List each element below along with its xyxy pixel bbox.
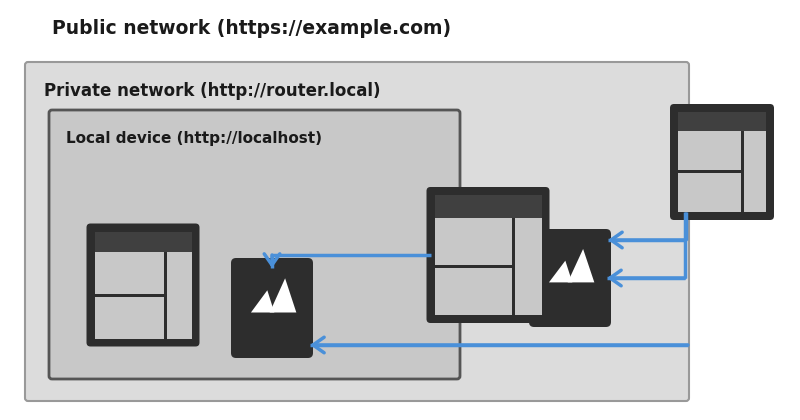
Polygon shape [270, 278, 296, 312]
Polygon shape [251, 290, 274, 312]
Bar [434, 218, 511, 265]
Text: Private network (http://router.local): Private network (http://router.local) [44, 82, 381, 100]
Bar [94, 231, 191, 252]
FancyBboxPatch shape [86, 223, 199, 346]
Polygon shape [549, 261, 572, 282]
FancyBboxPatch shape [529, 229, 611, 327]
Bar [678, 131, 742, 170]
Bar [94, 297, 164, 339]
FancyBboxPatch shape [426, 187, 550, 323]
Bar [94, 252, 164, 294]
FancyBboxPatch shape [49, 110, 460, 379]
FancyBboxPatch shape [231, 258, 313, 358]
Text: Public network (https://example.com): Public network (https://example.com) [52, 18, 451, 37]
Bar [744, 131, 766, 212]
Bar [167, 252, 191, 339]
Text: Local device (http://localhost): Local device (http://localhost) [66, 131, 322, 145]
FancyBboxPatch shape [670, 104, 774, 220]
Bar [434, 268, 511, 315]
Bar [678, 112, 766, 131]
Bar [678, 173, 742, 212]
Bar [514, 218, 542, 315]
Bar [434, 195, 542, 218]
FancyBboxPatch shape [25, 62, 689, 401]
Polygon shape [568, 249, 594, 282]
